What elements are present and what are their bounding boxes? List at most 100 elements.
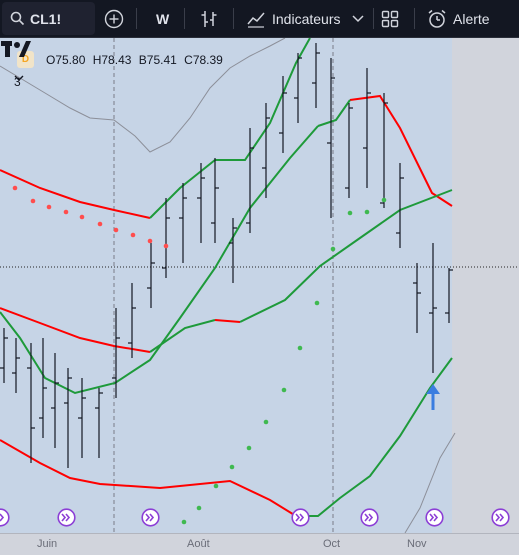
event-marker-icon[interactable] bbox=[491, 508, 510, 527]
chart-type-button[interactable] bbox=[200, 0, 218, 37]
symbol-label: CL1! bbox=[30, 10, 62, 27]
ohlc-legend: D O75.80 H78.43 B75.41 C78.39 bbox=[17, 51, 227, 68]
chevron-down-icon bbox=[352, 14, 364, 22]
ohlc-bar bbox=[380, 93, 388, 208]
event-marker-icon[interactable] bbox=[360, 508, 379, 527]
psar-dot bbox=[281, 387, 287, 393]
ohlc-bar bbox=[78, 378, 86, 458]
psar-dot bbox=[181, 519, 187, 525]
ohlc-bar bbox=[12, 338, 20, 393]
alert-label: Alerte bbox=[453, 10, 490, 27]
high-value: H78.43 bbox=[92, 52, 132, 67]
ohlc-bar bbox=[279, 76, 287, 153]
psar-dot bbox=[147, 238, 153, 244]
psar-dot bbox=[314, 300, 320, 306]
ohlc-bar bbox=[396, 163, 404, 248]
ohlc-bar bbox=[51, 353, 59, 448]
psar-dot bbox=[113, 227, 119, 233]
event-marker-icon[interactable] bbox=[425, 508, 444, 527]
gray-envelope-lower bbox=[404, 432, 456, 533]
grid-layout-icon bbox=[381, 10, 399, 27]
time-axis-label: Oct bbox=[323, 538, 341, 550]
event-marker-icon[interactable] bbox=[57, 508, 76, 527]
ohlc-bars bbox=[0, 43, 453, 468]
ohlc-bar bbox=[345, 103, 353, 198]
indicator-count: 3 bbox=[14, 75, 21, 89]
price-chart[interactable] bbox=[0, 38, 519, 533]
psar-dot bbox=[297, 345, 303, 351]
ohlc-bar bbox=[112, 308, 120, 398]
top-toolbar: CL1! W Indicateurs bbox=[0, 0, 519, 38]
alarm-clock-icon bbox=[428, 9, 446, 28]
toolbar-separator bbox=[136, 8, 137, 29]
open-value: O75.80 bbox=[46, 52, 86, 67]
gray-envelope-upper bbox=[0, 38, 286, 153]
psar-dot bbox=[63, 209, 69, 215]
psar-dot bbox=[263, 419, 269, 425]
chevron-down-icon bbox=[14, 75, 24, 81]
ohlc-values: O75.80 H78.43 B75.41 C78.39 bbox=[46, 53, 227, 67]
event-marker-icon[interactable] bbox=[0, 508, 10, 527]
middle-band-green bbox=[239, 189, 453, 323]
lower-band-green bbox=[296, 357, 453, 517]
ohlc-bar bbox=[262, 103, 270, 198]
upper-band-green bbox=[149, 38, 311, 219]
psar-dot bbox=[130, 232, 136, 238]
ohlc-bar bbox=[312, 43, 320, 108]
middle-band-red bbox=[214, 319, 241, 323]
alert-button[interactable]: Alerte bbox=[427, 0, 490, 37]
ohlc-bar bbox=[445, 268, 453, 323]
plus-circle-icon bbox=[104, 9, 124, 28]
upper-band-red bbox=[0, 169, 151, 219]
middle-band-red bbox=[0, 307, 151, 353]
indicators-collapse-toggle[interactable]: 3 bbox=[14, 75, 24, 89]
lower-band-green bbox=[0, 125, 319, 395]
psar-dot bbox=[46, 204, 52, 210]
time-axis-label: Août bbox=[187, 538, 210, 550]
ohlc-bar bbox=[0, 328, 8, 383]
tradingview-logo-icon[interactable] bbox=[0, 38, 32, 60]
ohlc-bar bbox=[229, 218, 237, 283]
indicators-icon bbox=[247, 12, 265, 28]
event-marker-icon[interactable] bbox=[291, 508, 310, 527]
psar-dot bbox=[97, 221, 103, 227]
symbol-search[interactable]: CL1! bbox=[2, 2, 95, 35]
time-axis-label: Nov bbox=[407, 538, 427, 550]
event-marker-icon[interactable] bbox=[141, 508, 160, 527]
psar-dot bbox=[30, 198, 36, 204]
ohlc-bar bbox=[64, 368, 72, 468]
psar-dots bbox=[12, 185, 387, 525]
ohlc-bar bbox=[39, 338, 47, 438]
ohlc-bar bbox=[179, 183, 187, 263]
psar-dot bbox=[12, 185, 18, 191]
indicators-button[interactable]: Indicateurs bbox=[246, 0, 340, 37]
indicators-label: Indicateurs bbox=[272, 10, 341, 27]
psar-dot bbox=[196, 505, 202, 511]
low-value: B75.41 bbox=[138, 52, 177, 67]
psar-dot bbox=[381, 197, 387, 203]
psar-dot bbox=[163, 243, 169, 249]
layout-button[interactable] bbox=[381, 0, 399, 37]
interval-label: W bbox=[156, 10, 170, 27]
indicator-templates-button[interactable] bbox=[352, 0, 364, 37]
ohlc-bar bbox=[162, 198, 170, 278]
lower-band-red bbox=[0, 439, 297, 517]
time-axis[interactable]: Juin Août Oct Nov bbox=[0, 533, 519, 555]
ohlc-bar bbox=[211, 158, 219, 243]
compare-symbol-button[interactable] bbox=[104, 0, 124, 37]
up-arrow-marker bbox=[426, 384, 440, 410]
ohlc-bar bbox=[27, 343, 35, 463]
psar-dot bbox=[79, 214, 85, 220]
ohlc-bar bbox=[327, 58, 335, 218]
toolbar-separator bbox=[184, 8, 185, 29]
ohlc-bar bbox=[429, 243, 437, 373]
interval-button[interactable]: W bbox=[156, 0, 169, 37]
toolbar-separator bbox=[233, 8, 234, 29]
ohlc-bar bbox=[147, 243, 155, 308]
ohlc-bar bbox=[363, 68, 371, 188]
ohlc-bar bbox=[128, 283, 136, 358]
toolbar-separator bbox=[414, 8, 415, 29]
psar-dot bbox=[213, 483, 219, 489]
ohlc-bar bbox=[95, 388, 103, 458]
chart-pane[interactable]: D O75.80 H78.43 B75.41 C78.39 3 bbox=[0, 38, 519, 533]
